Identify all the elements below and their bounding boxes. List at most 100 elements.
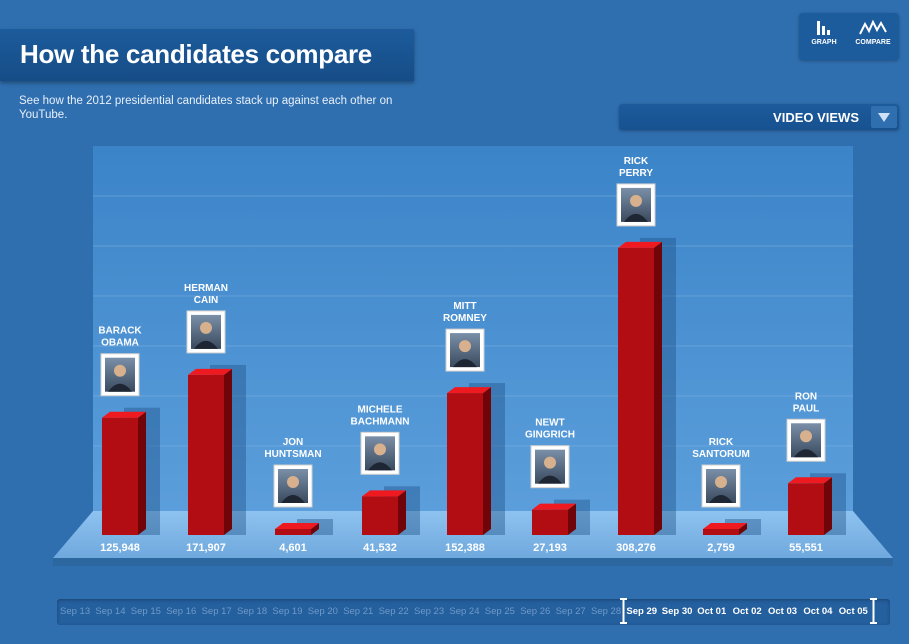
data-label: 152,388 [445,542,485,554]
timeline-date[interactable]: Sep 13 [60,606,91,617]
bar-side [483,387,491,535]
candidate-name: MITT ROMNEY [443,301,487,324]
bar[interactable] [188,374,224,535]
metric-dropdown[interactable]: VIDEO VIEWS [619,104,899,130]
timeline-date[interactable]: Oct 04 [803,606,833,617]
timeline-date[interactable]: Sep 22 [378,606,409,617]
data-label: 55,551 [789,542,823,554]
graph-view-label: GRAPH [811,39,837,46]
timeline-date[interactable]: Oct 01 [697,606,727,617]
page-title: How the candidates compare [20,39,372,69]
data-label: 171,907 [186,542,226,554]
candidate-name-line: SANTORUM [692,449,750,460]
timeline-date[interactable]: Sep 17 [201,606,232,617]
timeline-slider[interactable]: Sep 13 Sep 14 Sep 15 Sep 16 Sep 17 Sep 18 Sep … [57,597,890,625]
timeline-date[interactable]: Sep 21 [343,606,374,617]
candidate-name: RICK SANTORUM [692,437,750,460]
timeline-date[interactable]: Sep 24 [449,606,480,617]
timeline-date[interactable]: Oct 05 [838,606,868,617]
timeline-date[interactable]: Sep 14 [95,606,126,617]
data-label: 125,948 [100,542,140,554]
bar[interactable] [275,529,311,535]
timeline-date[interactable]: Sep 15 [130,606,161,617]
candidate-face [715,476,727,488]
bar-top [102,411,146,418]
candidate-name: NEWT GINGRICH [525,418,575,441]
candidate-suit [624,213,648,222]
data-label: 41,532 [363,542,397,554]
candidate-name: HERMAN CAIN [184,283,228,306]
timeline-range-start-handle[interactable] [620,597,628,625]
bar-top [447,387,491,394]
candidate-name: BARACK OBAMA [98,326,142,349]
bar[interactable] [618,247,654,535]
timeline-date[interactable]: Sep 16 [166,606,197,617]
timeline-date[interactable]: Sep 26 [520,606,551,617]
bar-side [311,523,319,535]
bar-top [788,477,832,484]
bar-chart: 125,948 BARACK OBAMA 171,907 HERMAN CAIN 4,601… [53,146,893,566]
bar-top [618,241,662,248]
bar[interactable] [703,529,739,535]
timeline-date[interactable]: Sep 18 [237,606,268,617]
chart-back-wall [93,146,853,511]
candidate-name-line: RICK [709,437,734,448]
bar-graph-icon [817,21,830,35]
bar[interactable] [447,393,483,535]
range-handle-icon [870,598,878,624]
candidate-face [200,321,212,334]
candidate-face [630,194,642,207]
bar-side [568,503,576,535]
candidate-suit [281,495,305,503]
timeline-date[interactable]: Sep 29 [626,606,658,617]
candidate-suit [108,383,132,392]
candidate-name-line: GINGRICH [525,430,575,441]
chevron-down-icon [878,113,890,122]
timeline-date[interactable]: Sep 23 [414,606,445,617]
candidate-face [374,443,386,456]
bar[interactable] [532,509,568,535]
timeline-date[interactable]: Sep 28 [591,606,622,617]
bar-top [703,523,747,529]
candidate-name-line: PERRY [619,168,653,179]
timeline-range-end-handle[interactable] [870,597,878,625]
candidate-name-line: MITT [453,301,476,312]
candidate-suit [368,462,392,471]
candidate-name-line: PAUL [793,403,819,414]
title-bar: How the candidates compare [0,29,414,81]
timeline-date[interactable]: Oct 03 [768,606,798,617]
candidate-face [287,476,299,488]
candidate-name-line: JON [283,437,304,448]
timeline-date[interactable]: Sep 30 [661,606,693,617]
timeline-date[interactable]: Sep 27 [555,606,586,617]
timeline-date[interactable]: Sep 19 [272,606,303,617]
bar-side [138,411,146,535]
timeline-date[interactable]: Oct 02 [732,606,762,617]
data-label: 4,601 [279,542,307,554]
candidate-name: MICHELE BACHMANN [351,404,410,427]
bar[interactable] [362,496,398,535]
candidate-name-line: HUNTSMAN [264,449,321,460]
candidate-suit [709,495,733,503]
candidate-name: RICK PERRY [619,156,653,179]
dropdown-arrow[interactable] [871,106,897,128]
compare-view-button[interactable]: COMPARE [849,19,897,57]
candidate-name-line: NEWT [535,418,564,429]
timeline-date[interactable]: Sep 20 [307,606,338,617]
candidate-face [459,340,471,353]
bar-side [824,477,832,535]
candidate-name-line: BACHMANN [351,416,410,427]
bar-top [275,523,319,529]
candidate-face [544,456,556,469]
bar-side [739,523,747,535]
bar-series: 125,948 BARACK OBAMA 171,907 HERMAN CAIN 4,601… [98,156,846,554]
range-handle-icon [620,598,628,624]
graph-view-button[interactable]: GRAPH [800,19,848,57]
bar-top [532,503,576,510]
timeline-date[interactable]: Sep 25 [484,606,515,617]
candidate-name-line: RICK [624,156,649,167]
bar[interactable] [788,483,824,535]
candidate-name: JON HUNTSMAN [264,437,321,460]
candidate-name: RON PAUL [793,391,819,414]
bar[interactable] [102,417,138,535]
